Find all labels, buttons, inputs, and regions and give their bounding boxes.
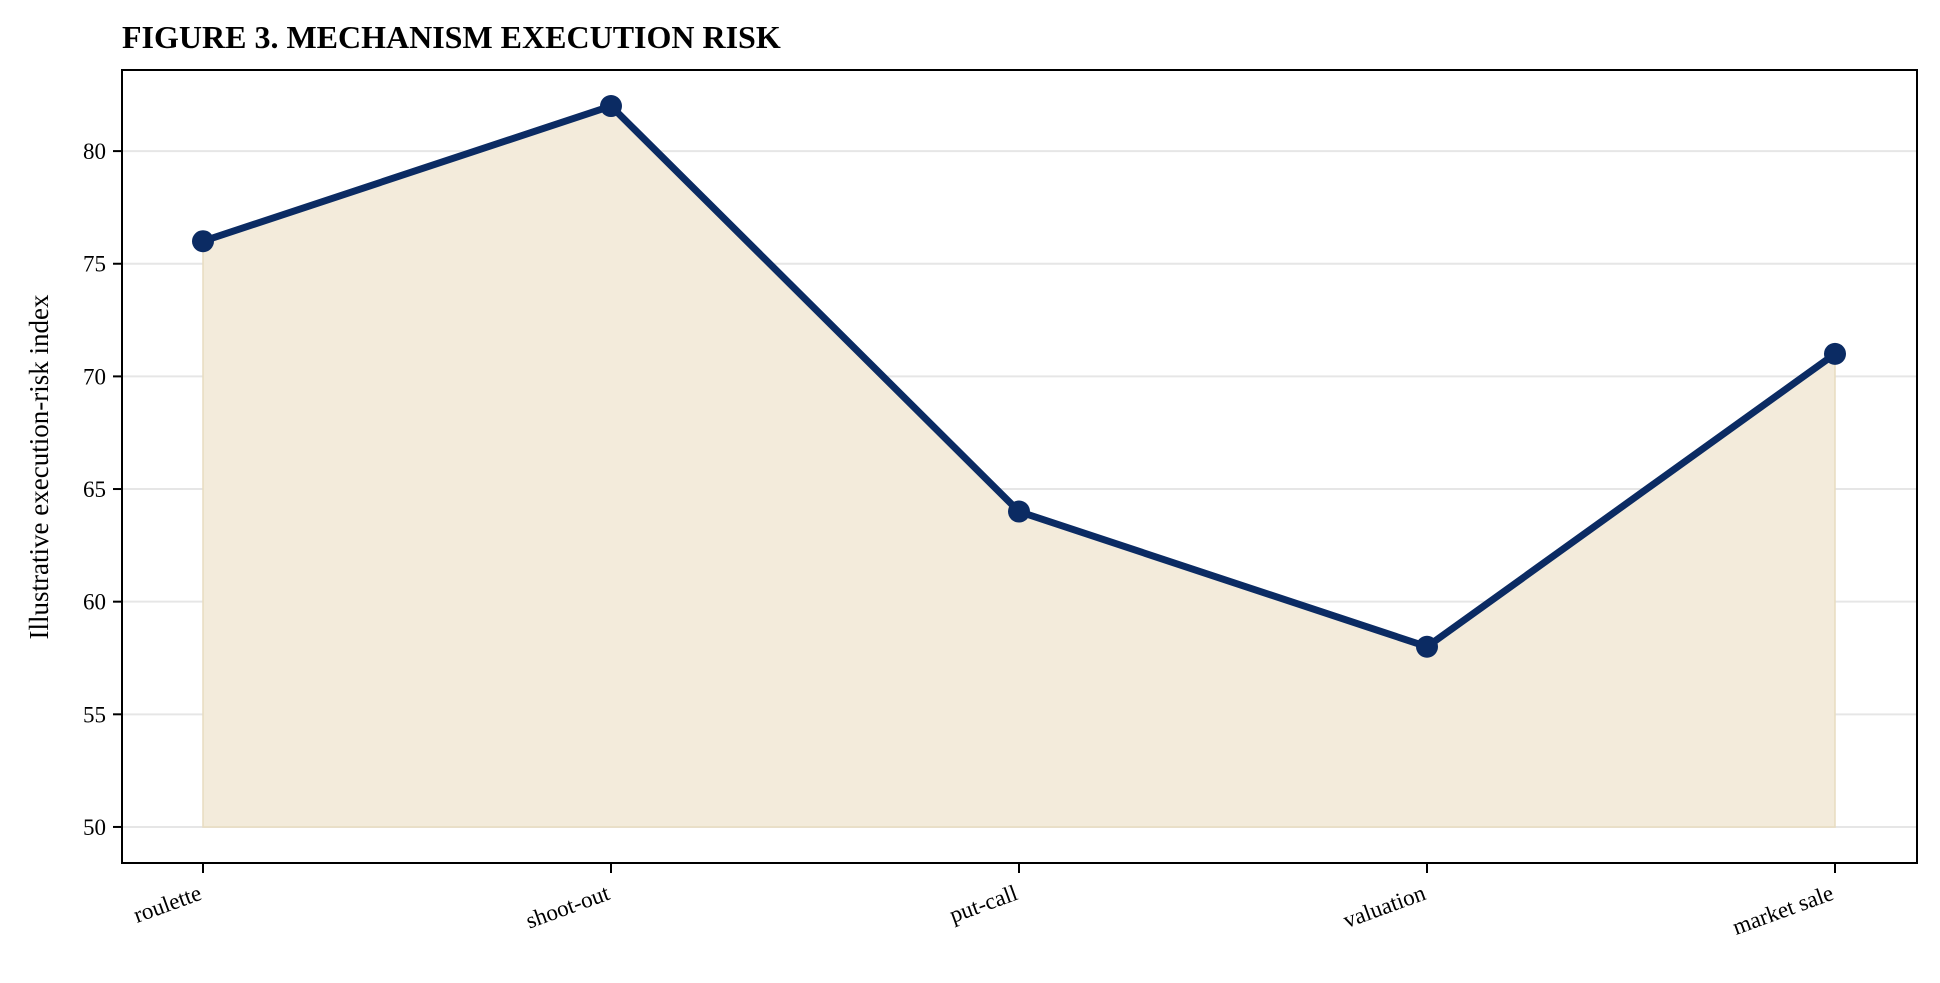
x-axis-ticks: roulette shoot-out put-call valuation market…	[130, 863, 1837, 940]
data-point	[1824, 342, 1846, 365]
data-point	[600, 95, 622, 118]
y-tick-label: 75	[83, 252, 106, 277]
y-axis-label: Illustrative execution-risk index	[24, 294, 54, 639]
chart-title: FIGURE 3. MECHANISM EXECUTION RISK	[122, 19, 781, 55]
y-tick-label: 80	[83, 139, 106, 164]
y-tick-label: 65	[83, 477, 106, 502]
area-fill	[202, 105, 1836, 828]
area-fill-layer	[202, 105, 1836, 828]
x-tick-label: market sale	[1729, 880, 1837, 940]
data-point	[1416, 635, 1438, 658]
x-tick-label: put-call	[946, 880, 1021, 928]
x-tick-label: shoot-out	[523, 880, 614, 933]
y-tick-label: 70	[83, 364, 106, 389]
y-tick-label: 60	[83, 590, 106, 615]
data-point	[1008, 500, 1030, 523]
x-tick-label: roulette	[130, 880, 205, 928]
data-points	[192, 95, 1846, 658]
y-tick-label: 55	[83, 702, 106, 727]
data-point	[192, 230, 214, 253]
x-tick-label: valuation	[1340, 880, 1429, 933]
y-tick-label: 50	[83, 815, 106, 840]
y-axis-ticks: 50 55 60 65 70 75 80	[83, 139, 122, 840]
